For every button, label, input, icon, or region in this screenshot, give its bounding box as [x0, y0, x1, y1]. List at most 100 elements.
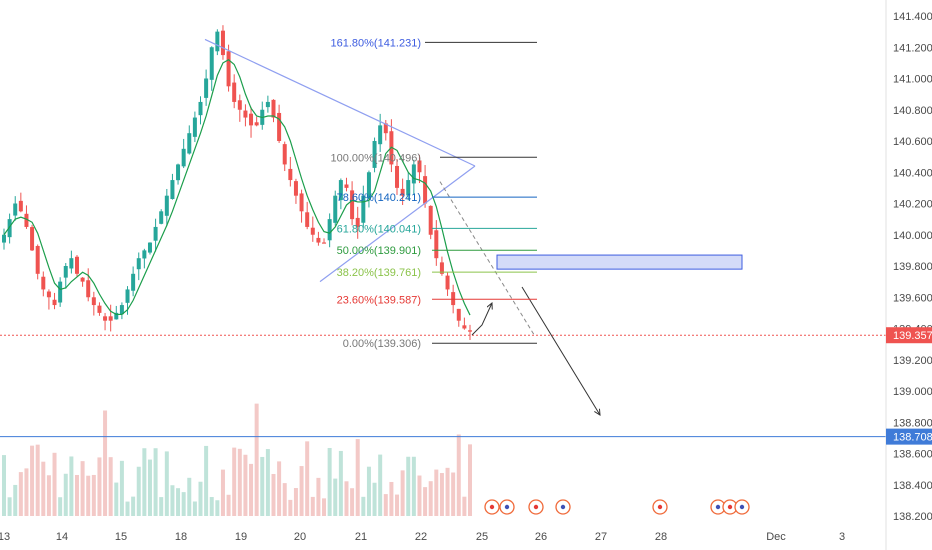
volume-bar: [142, 448, 147, 516]
price-tick-label: 138.200: [893, 511, 932, 523]
candle-body: [468, 330, 472, 332]
volume-bar: [103, 410, 108, 516]
volume-bar: [18, 472, 23, 516]
volume-bar: [97, 457, 102, 516]
volume-bar: [170, 485, 175, 516]
candle-body: [271, 99, 276, 118]
time-tick-label: 22: [415, 531, 427, 543]
candle-body: [159, 211, 164, 224]
candle-body: [114, 312, 119, 320]
candle-body: [176, 164, 181, 181]
candle-body: [366, 172, 371, 199]
time-axis[interactable]: 13 14 15 18 19 20 21 22 25 26 27 28 Dec 3: [0, 531, 845, 543]
candle-body: [265, 101, 270, 108]
candle-body: [119, 305, 124, 315]
volume-bar: [288, 499, 293, 516]
candle-body: [232, 82, 237, 102]
candle-body: [41, 276, 46, 290]
candle-body: [434, 230, 439, 259]
candle-body: [305, 212, 310, 227]
price-tick-label: 140.200: [893, 199, 932, 211]
candle-body: [395, 165, 400, 188]
candle-body: [46, 291, 51, 298]
volume-bar: [24, 468, 29, 516]
volume-bar: [91, 474, 96, 516]
candlesticks: [2, 25, 472, 341]
volume-bar: [322, 498, 327, 516]
price-tick-label: 139.600: [893, 292, 932, 304]
trendline-lower: [319, 165, 476, 283]
candle-body: [142, 250, 147, 259]
volume-bar: [423, 487, 428, 516]
volume-bar: [13, 484, 18, 516]
volume-bar: [131, 496, 136, 516]
price-tick-label: 140.800: [893, 105, 932, 117]
candle-body: [192, 117, 197, 137]
volume-bar: [316, 477, 321, 516]
economic-events[interactable]: [484, 499, 750, 515]
volume-bar: [30, 445, 35, 516]
volume-bar: [125, 501, 130, 516]
volume-bar: [378, 454, 383, 516]
volume-bar: [411, 456, 416, 516]
volume-bar: [220, 469, 225, 516]
candle-body: [299, 193, 304, 212]
volume-bar: [462, 496, 467, 516]
price-tick-label: 141.000: [893, 74, 932, 86]
drawing-overlays: [0, 38, 886, 438]
candle-body: [249, 113, 254, 126]
candle-body: [310, 227, 315, 235]
fibonacci-retracement[interactable]: 161.80%(141.231) 100.00%(140.496) 78.60%(1…: [330, 37, 537, 350]
candle-body: [338, 180, 343, 201]
candle-body: [350, 190, 355, 220]
candle-body: [333, 195, 338, 223]
candle-body: [97, 305, 102, 313]
candle-body: [103, 316, 108, 321]
volume-bar: [344, 481, 349, 516]
volume-bar: [226, 494, 231, 516]
price-tick-label: 141.200: [893, 42, 932, 54]
volume-bar: [468, 444, 472, 516]
volume-bar: [159, 497, 164, 516]
volume-bar: [417, 475, 422, 516]
time-tick-label: 25: [476, 531, 488, 543]
candle-body: [24, 213, 29, 227]
candle-body: [428, 205, 433, 235]
candle-body: [361, 195, 366, 223]
volume-bar: [355, 439, 360, 516]
volume-bars: [2, 403, 472, 516]
candle-body: [198, 101, 203, 116]
time-tick-label: 20: [294, 531, 306, 543]
candle-body: [153, 226, 158, 241]
volume-bar: [114, 482, 119, 516]
candle-body: [383, 123, 388, 134]
price-tick-label: 139.200: [893, 355, 932, 367]
candle-body: [2, 234, 6, 243]
volume-bar: [69, 456, 74, 516]
fib-level-label: 23.60%(139.587): [337, 294, 421, 306]
candle-body: [400, 188, 405, 196]
candle-body: [136, 258, 141, 270]
volume-bar: [46, 475, 51, 516]
event-dot-icon: [727, 504, 733, 510]
candle-body: [462, 325, 467, 329]
candle-body: [7, 219, 12, 238]
fib-level-label: 38.20%(139.761): [337, 267, 421, 279]
arrow-up-icon: [471, 303, 492, 336]
volume-bar: [434, 469, 439, 516]
volume-bar: [58, 497, 63, 516]
price-tick-label: 139.000: [893, 386, 932, 398]
volume-bar: [7, 497, 12, 516]
candle-body: [215, 31, 220, 52]
candle-body: [30, 227, 35, 251]
price-labels: 139.357 138.708: [886, 327, 932, 445]
candle-body: [411, 164, 416, 184]
candle-body: [69, 258, 74, 269]
price-label-box: [886, 428, 932, 445]
candle-body: [131, 273, 136, 291]
candle-body: [288, 168, 293, 181]
price-axis[interactable]: 141.400 141.200 141.000 140.800 140.600 140.4…: [885, 0, 932, 550]
time-tick-label: 14: [56, 531, 68, 543]
volume-bar: [282, 483, 287, 516]
